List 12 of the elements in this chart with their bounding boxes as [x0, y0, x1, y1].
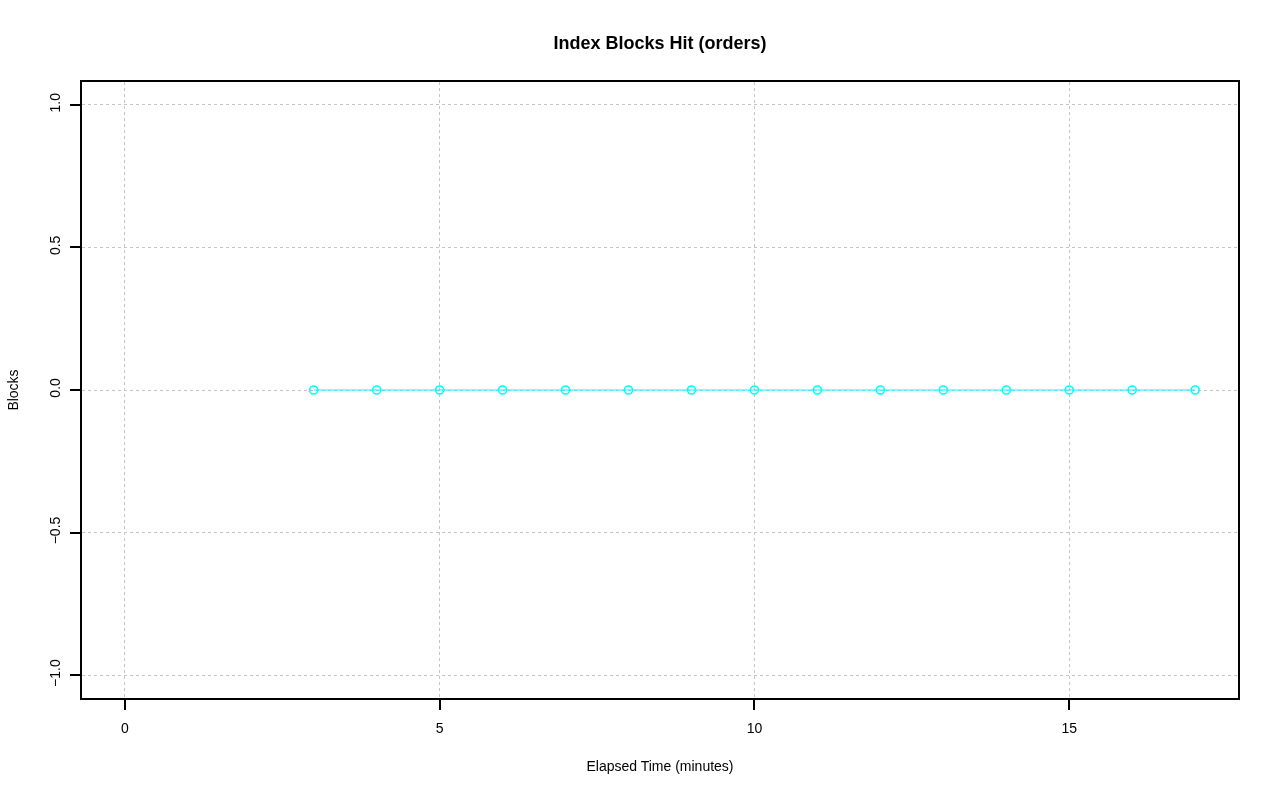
y-tick-label: 0.5 [47, 235, 64, 256]
x-tick-label: 5 [435, 719, 444, 736]
x-tick-label: 15 [1061, 719, 1078, 736]
y-tick-label: −1.0 [47, 659, 64, 687]
chart-title: Index Blocks Hit (orders) [553, 33, 767, 54]
y-tick-label: 1.0 [47, 92, 64, 113]
x-tick-label: 10 [746, 719, 763, 736]
x-tick-label: 0 [120, 719, 129, 736]
x-axis-title: Elapsed Time (minutes) [586, 757, 734, 774]
y-tick-label: −0.5 [47, 516, 64, 545]
y-axis-title: Blocks [4, 369, 21, 411]
y-tick-label: 0.0 [47, 377, 64, 398]
